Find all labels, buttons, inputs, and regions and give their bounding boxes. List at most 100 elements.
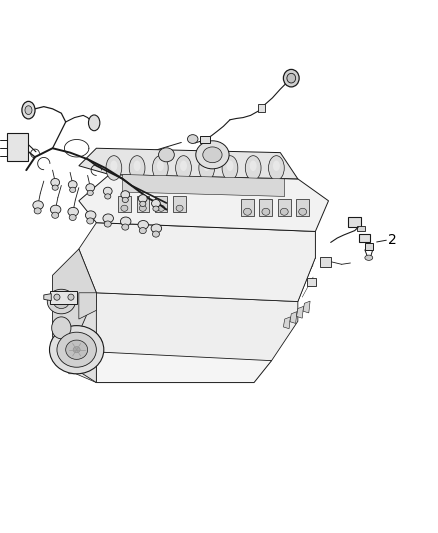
Polygon shape: [79, 148, 298, 179]
Ellipse shape: [129, 156, 145, 180]
Ellipse shape: [51, 179, 60, 187]
Polygon shape: [92, 350, 100, 361]
Bar: [307, 278, 316, 286]
Ellipse shape: [159, 148, 174, 162]
Bar: [296, 199, 309, 216]
Ellipse shape: [87, 190, 93, 196]
Bar: [173, 197, 186, 212]
Ellipse shape: [299, 208, 307, 215]
Bar: [200, 135, 210, 142]
Ellipse shape: [152, 231, 159, 237]
Ellipse shape: [25, 106, 32, 115]
Bar: [258, 103, 265, 112]
Bar: [7, 133, 28, 161]
Bar: [320, 257, 331, 266]
Ellipse shape: [203, 160, 210, 171]
Bar: [278, 199, 291, 216]
Ellipse shape: [151, 224, 162, 233]
Ellipse shape: [68, 181, 77, 189]
Bar: [118, 197, 131, 212]
Polygon shape: [79, 223, 315, 302]
Ellipse shape: [121, 191, 130, 199]
Ellipse shape: [88, 115, 100, 131]
Polygon shape: [303, 301, 310, 313]
Ellipse shape: [103, 187, 112, 195]
Ellipse shape: [139, 205, 146, 211]
Polygon shape: [77, 359, 85, 369]
Bar: [348, 217, 361, 227]
Ellipse shape: [138, 195, 147, 203]
Ellipse shape: [244, 208, 251, 215]
Ellipse shape: [53, 295, 69, 309]
Polygon shape: [79, 352, 272, 383]
Ellipse shape: [152, 199, 160, 207]
Ellipse shape: [262, 208, 270, 215]
Ellipse shape: [52, 185, 58, 190]
Ellipse shape: [283, 69, 299, 87]
Ellipse shape: [73, 346, 80, 353]
Bar: [155, 197, 167, 212]
Ellipse shape: [87, 218, 94, 224]
Ellipse shape: [152, 156, 168, 180]
Ellipse shape: [104, 221, 111, 227]
Bar: [365, 243, 373, 250]
Ellipse shape: [120, 217, 131, 226]
Ellipse shape: [134, 160, 141, 171]
Polygon shape: [44, 294, 51, 301]
Ellipse shape: [196, 141, 229, 169]
Ellipse shape: [280, 208, 288, 215]
Ellipse shape: [153, 206, 159, 211]
Polygon shape: [290, 312, 297, 324]
Ellipse shape: [140, 201, 146, 206]
Polygon shape: [283, 317, 290, 329]
Polygon shape: [79, 293, 298, 361]
Ellipse shape: [187, 135, 198, 143]
Polygon shape: [69, 363, 77, 374]
Ellipse shape: [226, 160, 233, 171]
Ellipse shape: [52, 212, 59, 219]
Bar: [137, 197, 149, 212]
Ellipse shape: [139, 228, 146, 233]
Ellipse shape: [68, 294, 74, 300]
Ellipse shape: [66, 340, 88, 359]
Polygon shape: [123, 174, 285, 197]
Ellipse shape: [287, 74, 296, 83]
Ellipse shape: [34, 208, 41, 214]
Polygon shape: [79, 293, 96, 319]
Text: 4: 4: [120, 151, 129, 165]
Ellipse shape: [122, 197, 128, 203]
Ellipse shape: [22, 101, 35, 119]
Polygon shape: [85, 354, 92, 365]
Text: 2: 2: [388, 233, 396, 247]
Ellipse shape: [47, 289, 75, 314]
Ellipse shape: [52, 317, 71, 339]
Ellipse shape: [86, 184, 95, 191]
Ellipse shape: [121, 205, 128, 211]
Ellipse shape: [222, 156, 238, 180]
Ellipse shape: [49, 326, 104, 374]
Polygon shape: [50, 290, 77, 304]
Ellipse shape: [54, 294, 60, 300]
Ellipse shape: [106, 156, 122, 180]
Ellipse shape: [365, 255, 373, 260]
Polygon shape: [53, 249, 96, 363]
Ellipse shape: [158, 205, 165, 211]
Ellipse shape: [157, 160, 164, 171]
Ellipse shape: [138, 221, 148, 229]
Bar: [357, 226, 365, 231]
Ellipse shape: [85, 211, 96, 220]
Text: 1: 1: [201, 209, 210, 223]
Bar: [259, 199, 272, 216]
Ellipse shape: [203, 147, 222, 163]
Polygon shape: [79, 174, 328, 231]
Ellipse shape: [245, 156, 261, 180]
Ellipse shape: [57, 332, 96, 367]
Ellipse shape: [50, 205, 61, 214]
Ellipse shape: [110, 160, 117, 171]
Ellipse shape: [180, 160, 187, 171]
Bar: [241, 199, 254, 216]
Ellipse shape: [105, 194, 111, 199]
Ellipse shape: [33, 201, 43, 209]
Polygon shape: [297, 306, 304, 318]
Ellipse shape: [176, 156, 191, 180]
